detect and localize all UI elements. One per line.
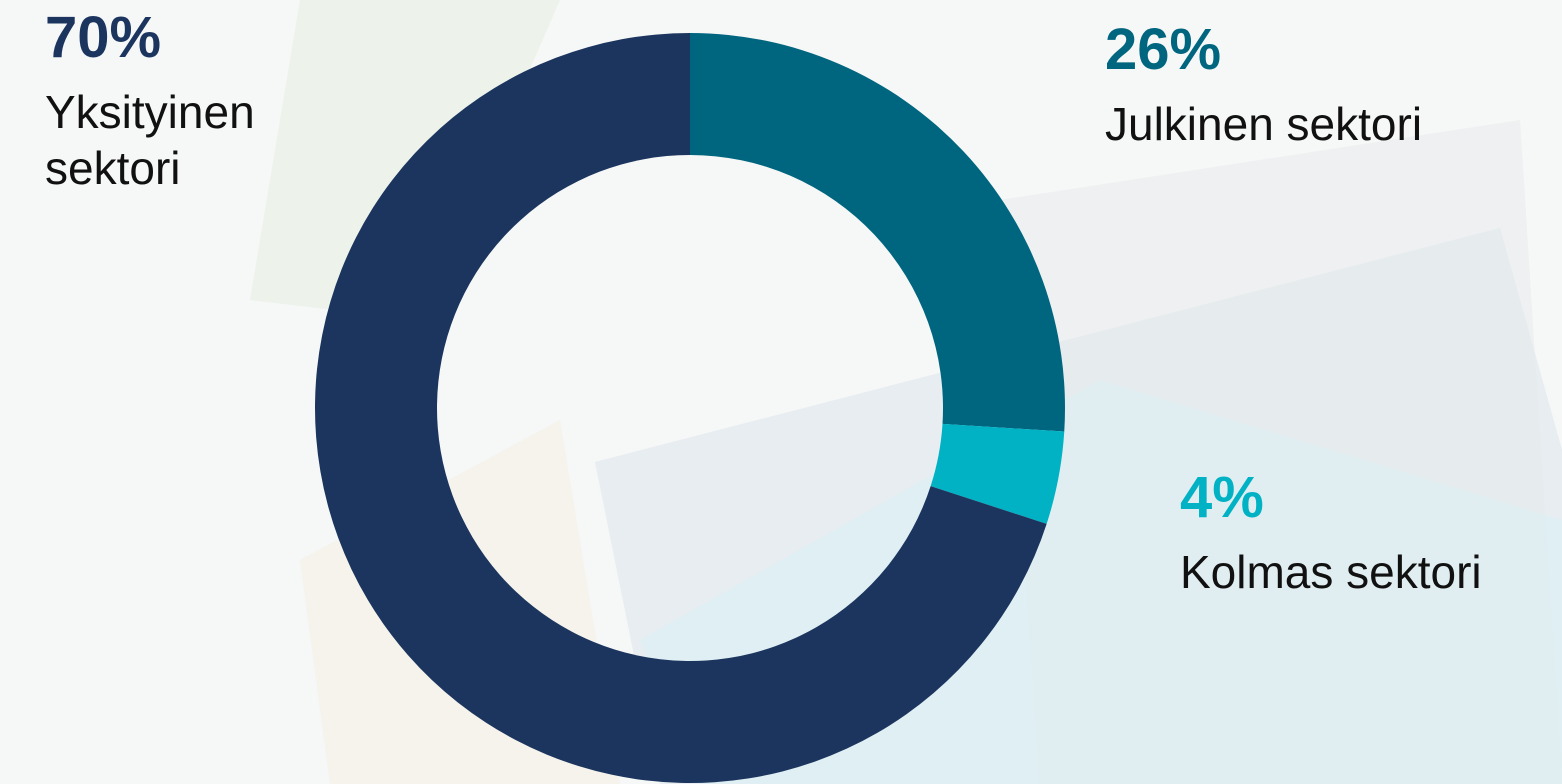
donut-segment xyxy=(315,33,1047,783)
segment-label: 70% Yksityinen sektori xyxy=(45,6,315,196)
segment-label: 26% Julkinen sektori xyxy=(1105,18,1545,152)
value-label: 4% xyxy=(1180,465,1264,530)
bg-shape xyxy=(250,0,560,320)
donut-segment xyxy=(690,33,1065,432)
category-label: Yksityinen sektori xyxy=(45,86,255,194)
value-label: 26% xyxy=(1105,17,1222,82)
category-label: Kolmas sektori xyxy=(1180,546,1482,598)
category-label: Julkinen sektori xyxy=(1105,98,1423,150)
donut-segment xyxy=(930,423,1065,524)
value-label: 70% xyxy=(45,5,162,70)
segment-label: 4% Kolmas sektori xyxy=(1180,466,1560,600)
